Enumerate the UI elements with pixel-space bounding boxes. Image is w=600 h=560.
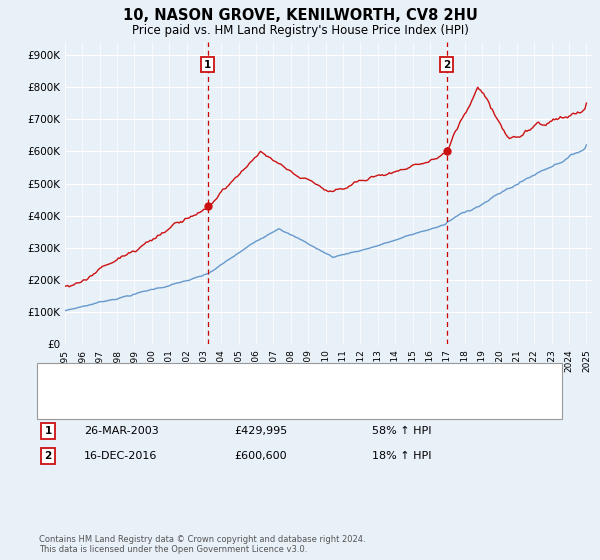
Text: £429,995: £429,995 — [234, 426, 287, 436]
Text: Contains HM Land Registry data © Crown copyright and database right 2024.
This d: Contains HM Land Registry data © Crown c… — [39, 535, 365, 554]
Text: 2: 2 — [443, 59, 450, 69]
Legend: 10, NASON GROVE, KENILWORTH, CV8 2HU (detached house), HPI: Average price, detac: 10, NASON GROVE, KENILWORTH, CV8 2HU (de… — [49, 373, 414, 409]
Text: 2: 2 — [44, 451, 52, 461]
Text: 10, NASON GROVE, KENILWORTH, CV8 2HU: 10, NASON GROVE, KENILWORTH, CV8 2HU — [122, 8, 478, 24]
Legend: 10, NASON GROVE, KENILWORTH, CV8 2HU (detached house), HPI: Average price, detac: 10, NASON GROVE, KENILWORTH, CV8 2HU (de… — [44, 372, 410, 409]
Text: £600,600: £600,600 — [234, 451, 287, 461]
Text: 26-MAR-2003: 26-MAR-2003 — [84, 426, 159, 436]
Text: 18% ↑ HPI: 18% ↑ HPI — [372, 451, 431, 461]
Text: 1: 1 — [44, 426, 52, 436]
Text: 1: 1 — [204, 59, 212, 69]
Text: 58% ↑ HPI: 58% ↑ HPI — [372, 426, 431, 436]
Text: 16-DEC-2016: 16-DEC-2016 — [84, 451, 157, 461]
Text: Price paid vs. HM Land Registry's House Price Index (HPI): Price paid vs. HM Land Registry's House … — [131, 24, 469, 36]
